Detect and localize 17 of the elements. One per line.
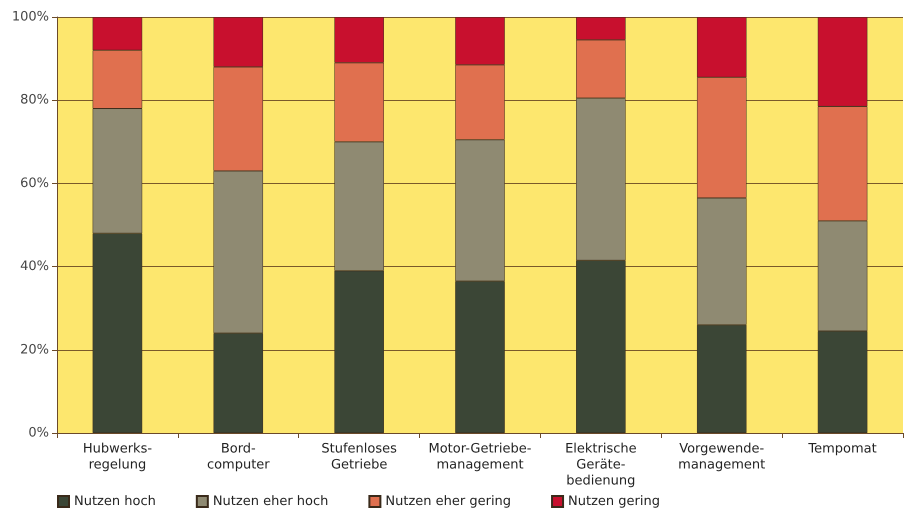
y-tick-label: 100% [12, 10, 49, 24]
legend-label: Nutzen eher hoch [212, 494, 328, 509]
x-tick-label: Hubwerks- regelung [82, 442, 152, 472]
x-tick-label: Elektrische Geräte- bedienung [565, 442, 637, 488]
y-tick-label: 60% [20, 176, 49, 191]
y-tick-label: 40% [20, 259, 49, 274]
x-tick-label: Motor-Getriebe- management [428, 442, 532, 472]
y-tick-label: 0% [28, 426, 49, 440]
legend-label: Nutzen gering [568, 494, 660, 509]
x-tick-label: Stufenloses Getriebe [321, 442, 398, 472]
y-tick-label: 20% [20, 342, 49, 358]
x-tick-label: Vorgewende- management [678, 442, 766, 472]
legend-label: Nutzen eher gering [385, 494, 512, 509]
x-tick-label: Bord- computer [206, 442, 270, 472]
legend-label: Nutzen hoch [74, 494, 156, 509]
y-tick-label: 80% [20, 92, 49, 108]
x-tick-label: Tempomat [807, 442, 877, 456]
